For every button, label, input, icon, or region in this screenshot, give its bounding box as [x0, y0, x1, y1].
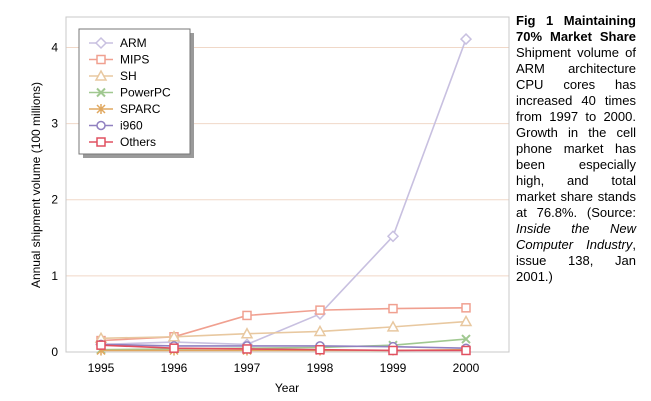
- data-point-mips: [461, 303, 471, 313]
- data-point-others: [242, 344, 252, 354]
- data-point-sh: [167, 330, 181, 342]
- legend-entry-others: Others: [89, 135, 156, 149]
- data-point-others: [315, 344, 325, 355]
- series-line-arm: [100, 38, 467, 346]
- series-line-powerpc: [100, 338, 467, 351]
- legend-marker: [96, 104, 106, 114]
- caption-source: Inside the New Computer Industry: [516, 221, 636, 252]
- figure-caption: Fig 1 Maintaining 70% Market Share Shipm…: [516, 13, 636, 285]
- data-point-mips: [242, 310, 252, 321]
- x-axis-ticks: 1995 1996 1997 1998 1999 2000: [88, 361, 480, 375]
- data-point-others: [169, 343, 179, 353]
- legend-marker: [96, 54, 106, 65]
- data-point-sh: [240, 327, 254, 339]
- legend-box: [78, 28, 191, 155]
- x-tick-label: 1997: [234, 361, 261, 375]
- x-tick-label: 1999: [380, 361, 407, 375]
- data-point-others: [96, 340, 106, 350]
- legend-marker: [96, 137, 106, 147]
- y-axis-ticks: 0 1 2 3 4: [51, 40, 58, 359]
- legend-entry-sh: SH: [89, 69, 137, 83]
- y-tick-label: 4: [51, 40, 58, 54]
- y-tick-label: 3: [51, 117, 58, 131]
- series-others: [96, 340, 471, 356]
- data-point-sh: [313, 324, 327, 337]
- series-layer: [94, 33, 473, 356]
- legend-label: MIPS: [120, 53, 149, 67]
- data-point-mips: [315, 305, 325, 315]
- data-point-arm: [386, 230, 400, 243]
- legend-label: SPARC: [120, 102, 161, 116]
- y-tick-label: 1: [51, 269, 58, 283]
- legend-entry-powerpc: PowerPC: [89, 86, 171, 100]
- data-point-arm: [459, 33, 473, 46]
- legend-entry-i960: i960: [89, 119, 143, 133]
- caption-body: Shipment volume of ARM architecture CPU …: [516, 45, 636, 220]
- x-tick-label: 1995: [88, 361, 115, 375]
- y-axis-title: Annual shipment volume (100 millions): [29, 82, 43, 288]
- data-point-sh: [459, 315, 473, 327]
- legend-marker: [96, 120, 106, 131]
- legend-label: PowerPC: [120, 86, 171, 100]
- legend-marker: [96, 87, 106, 98]
- y-tick-label: 0: [51, 345, 58, 359]
- data-point-others: [461, 345, 471, 356]
- legend-label: Others: [120, 135, 156, 149]
- legend-label: ARM: [120, 36, 147, 50]
- legend: ARM MIPS SH PowerPC SPARC i960 Others: [78, 28, 194, 158]
- series-line-others: [100, 344, 466, 352]
- series-line-sh: [100, 320, 467, 340]
- x-tick-label: 2000: [453, 361, 480, 375]
- x-tick-label: 1998: [307, 361, 334, 375]
- legend-marker: [94, 69, 108, 81]
- legend-label: i960: [120, 119, 143, 133]
- legend-label: SH: [120, 69, 137, 83]
- data-point-mips: [388, 303, 398, 314]
- series-line-i960: [100, 343, 467, 349]
- series-line-mips: [100, 307, 467, 342]
- data-point-sh: [386, 320, 400, 332]
- x-axis-title: Year: [275, 381, 299, 395]
- legend-entry-mips: MIPS: [89, 53, 149, 67]
- x-tick-label: 1996: [161, 361, 188, 375]
- data-point-others: [388, 345, 398, 356]
- series-sh: [94, 315, 473, 344]
- legend-entry-arm: ARM: [89, 36, 147, 50]
- caption-title: Fig 1 Maintaining 70% Market Share: [516, 13, 636, 44]
- legend-entry-sparc: SPARC: [89, 102, 161, 116]
- legend-marker: [94, 36, 108, 50]
- caption-tail: , issue 138, Jan 2001.): [516, 237, 636, 284]
- plot-area: [65, 16, 510, 353]
- data-point-powerpc: [461, 334, 471, 344]
- series-mips: [96, 303, 471, 346]
- y-tick-label: 2: [51, 193, 58, 207]
